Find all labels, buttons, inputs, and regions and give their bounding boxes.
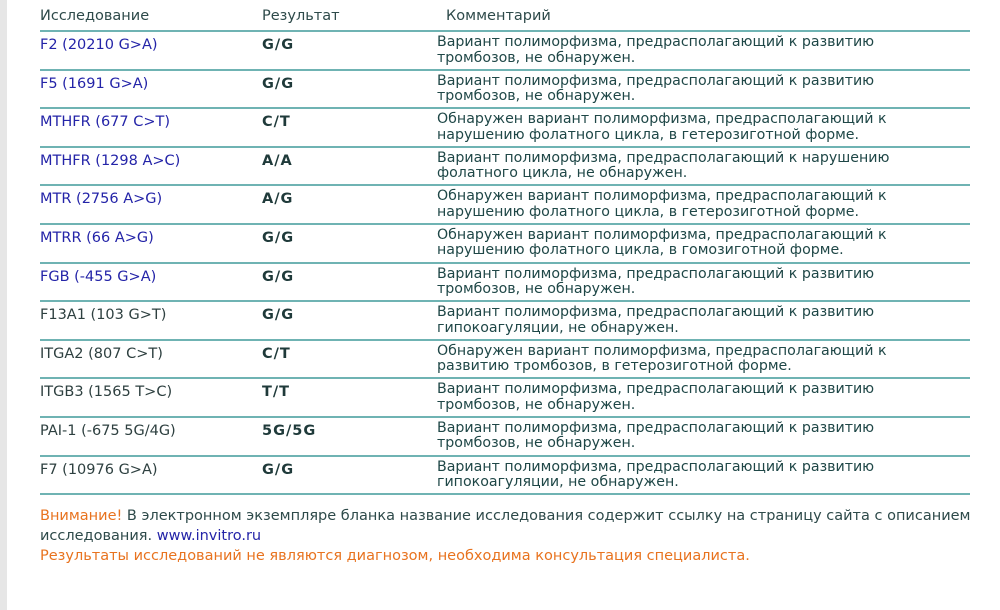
comment-line: гипокоагуляции, не обнаружен. bbox=[437, 319, 679, 336]
result-value: C/T bbox=[262, 114, 291, 131]
test-name: F13A1 (103 G>T) bbox=[40, 307, 167, 324]
invitro-link[interactable]: www.invitro.ru bbox=[156, 528, 262, 544]
result-value: A/A bbox=[262, 152, 293, 169]
comment: Вариант полиморфизма, предрасполагающий … bbox=[437, 419, 875, 452]
test-name[interactable]: F5 (1691 G>A) bbox=[40, 75, 149, 92]
table-row: MTHFR (1298 A>C) A/A Вариант полиморфизм… bbox=[40, 148, 970, 187]
table-row: F2 (20210 G>A) G/G Вариант полиморфизма,… bbox=[40, 32, 970, 71]
comment: Вариант полиморфизма, предрасполагающий … bbox=[437, 265, 875, 298]
result-value: G/G bbox=[262, 268, 295, 285]
comment-line: Вариант полиморфизма, предрасполагающий … bbox=[437, 72, 875, 89]
comment-line: нарушению фолатного цикла, в гетерозигот… bbox=[437, 203, 860, 220]
notice-text: В электронном экземпляре бланка название… bbox=[40, 508, 971, 544]
result-value: G/G bbox=[262, 37, 295, 53]
table-row: ITGB3 (1565 T>C) T/T Вариант полиморфизм… bbox=[40, 379, 970, 418]
comment-line: нарушению фолатного цикла, в гетерозигот… bbox=[437, 126, 860, 143]
test-name: ITGA2 (807 C>T) bbox=[40, 345, 163, 362]
comment: Обнаружен вариант полиморфизма, предрасп… bbox=[437, 226, 887, 259]
table-row: F13A1 (103 G>T) G/G Вариант полиморфизма… bbox=[40, 302, 970, 341]
comment-line: тромбозов, не обнаружен. bbox=[437, 281, 636, 298]
header-result: Результат bbox=[262, 8, 340, 24]
table-row: MTRR (66 A>G) G/G Обнаружен вариант поли… bbox=[40, 225, 970, 264]
test-name[interactable]: F2 (20210 G>A) bbox=[40, 37, 158, 53]
comment-line: Вариант полиморфизма, предрасполагающий … bbox=[437, 381, 875, 398]
comment-line: Обнаружен вариант полиморфизма, предрасп… bbox=[437, 188, 887, 205]
comment-line: Обнаружен вариант полиморфизма, предрасп… bbox=[437, 226, 887, 243]
attention-label: Внимание! bbox=[40, 508, 123, 524]
comment-line: Вариант полиморфизма, предрасполагающий … bbox=[437, 149, 890, 166]
comment-line: тромбозов, не обнаружен. bbox=[437, 49, 636, 66]
comment-line: Вариант полиморфизма, предрасполагающий … bbox=[437, 304, 875, 321]
test-name: PAI-1 (-675 5G/4G) bbox=[40, 422, 176, 439]
test-name[interactable]: MTHFR (1298 A>C) bbox=[40, 152, 181, 169]
comment-line: нарушению фолатного цикла, в гомозиготно… bbox=[437, 242, 844, 259]
test-name[interactable]: MTHFR (677 C>T) bbox=[40, 114, 171, 131]
comment-line: Вариант полиморфизма, предрасполагающий … bbox=[437, 265, 875, 282]
test-name: ITGB3 (1565 T>C) bbox=[40, 384, 173, 401]
result-value: G/G bbox=[262, 75, 295, 92]
result-value: G/G bbox=[262, 307, 295, 324]
table-row: F7 (10976 G>A) G/G Вариант полиморфизма,… bbox=[40, 457, 970, 496]
table-row: ITGA2 (807 C>T) C/T Обнаружен вариант по… bbox=[40, 341, 970, 380]
table-row: F5 (1691 G>A) G/G Вариант полиморфизма, … bbox=[40, 71, 970, 110]
result-value: G/G bbox=[262, 461, 295, 478]
comment-line: Обнаружен вариант полиморфизма, предрасп… bbox=[437, 111, 887, 128]
comment-line: Вариант полиморфизма, предрасполагающий … bbox=[437, 34, 875, 50]
comment: Вариант полиморфизма, предрасполагающий … bbox=[437, 382, 874, 413]
comment: Обнаружен вариант полиморфизма, предрасп… bbox=[437, 342, 887, 375]
test-name[interactable]: MTR (2756 A>G) bbox=[40, 191, 163, 208]
page-edge bbox=[0, 0, 7, 610]
comment: Вариант полиморфизма, предрасполагающий … bbox=[437, 458, 875, 491]
table-row: PAI-1 (-675 5G/4G) 5G/5G Вариант полимор… bbox=[40, 418, 970, 457]
comment: Вариант полиморфизма, предрасполагающий … bbox=[437, 72, 875, 105]
result-value: G/G bbox=[262, 229, 295, 246]
comment-line: фолатного цикла, не обнаружен. bbox=[437, 165, 688, 182]
table-row: MTR (2756 A>G) A/G Обнаружен вариант пол… bbox=[40, 186, 970, 225]
comment-line: тромбозов, не обнаружен. bbox=[437, 88, 636, 105]
test-name[interactable]: FGB (-455 G>A) bbox=[40, 268, 157, 285]
test-name[interactable]: MTRR (66 A>G) bbox=[40, 229, 154, 246]
comment-line: Вариант полиморфизма, предрасполагающий … bbox=[437, 458, 875, 475]
comment-line: гипокоагуляции, не обнаружен. bbox=[437, 474, 679, 491]
comment-line: Обнаружен вариант полиморфизма, предрасп… bbox=[437, 342, 887, 359]
table-row: FGB (-455 G>A) G/G Вариант полиморфизма,… bbox=[40, 264, 970, 303]
comment: Вариант полиморфизма, предрасполагающий … bbox=[437, 304, 875, 336]
comment-line: Вариант полиморфизма, предрасполагающий … bbox=[437, 419, 875, 436]
comment: Вариант полиморфизма, предрасполагающий … bbox=[437, 149, 890, 182]
header-test: Исследование bbox=[40, 8, 150, 24]
comment: Вариант полиморфизма, предрасполагающий … bbox=[437, 34, 875, 66]
comment-line: развитию тромбозов, в гетерозиготной фор… bbox=[437, 358, 792, 375]
result-value: 5G/5G bbox=[262, 422, 317, 439]
notice: Внимание! В электронном экземпляре бланк… bbox=[40, 506, 980, 566]
table-row: MTHFR (677 C>T) C/T Обнаружен вариант по… bbox=[40, 109, 970, 148]
results-table: F2 (20210 G>A) G/G Вариант полиморфизма,… bbox=[40, 30, 970, 496]
disclaimer: Результаты исследований не являются диаг… bbox=[40, 548, 750, 564]
result-value: A/G bbox=[262, 191, 294, 208]
comment: Обнаружен вариант полиморфизма, предрасп… bbox=[437, 111, 887, 143]
result-value: T/T bbox=[262, 384, 291, 401]
comment: Обнаружен вариант полиморфизма, предрасп… bbox=[437, 189, 887, 220]
result-value: C/T bbox=[262, 345, 291, 362]
comment-line: тромбозов, не обнаружен. bbox=[437, 435, 636, 452]
test-name: F7 (10976 G>A) bbox=[40, 461, 158, 478]
header-comment: Комментарий bbox=[446, 8, 551, 24]
comment-line: тромбозов, не обнаружен. bbox=[437, 396, 636, 413]
